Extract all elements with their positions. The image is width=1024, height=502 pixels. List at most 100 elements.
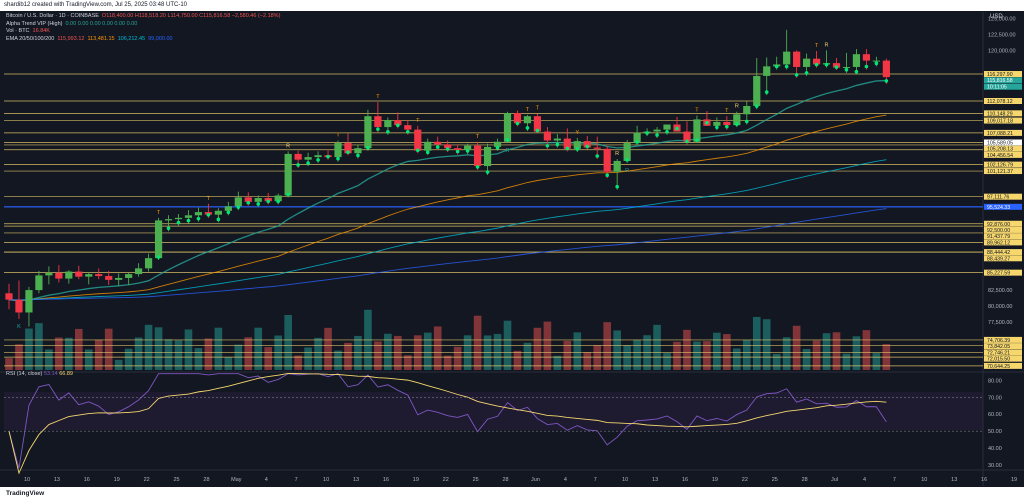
level-label-bg	[984, 110, 1022, 117]
volume-bar	[174, 340, 183, 370]
volume-bar	[394, 335, 402, 370]
candle-body	[563, 138, 571, 149]
date-tick-label: 4	[265, 477, 268, 483]
candle-body	[852, 54, 861, 67]
candle-body	[872, 60, 880, 62]
date-tick-label: 16	[981, 477, 987, 483]
level-label: 88,439.27	[987, 256, 1010, 262]
ema-label[interactable]: EMA 20/50/100/200	[6, 35, 55, 42]
signal-dot	[784, 64, 789, 69]
signal-dot	[206, 213, 211, 217]
signal-dot	[565, 146, 570, 151]
signal-dot	[425, 150, 430, 154]
signal-dot	[555, 142, 560, 147]
volume-bar	[792, 325, 801, 370]
volume-bar	[473, 315, 482, 370]
support-resistance-lines	[4, 73, 983, 367]
currency-label[interactable]: USD	[990, 14, 1003, 20]
candle-body	[364, 116, 372, 149]
signal-dot	[505, 138, 510, 142]
candle-body	[733, 114, 741, 126]
marker-R: R	[506, 148, 510, 154]
marker-T: T	[526, 107, 530, 113]
candle-body	[75, 271, 83, 277]
candle-body	[503, 113, 512, 142]
candle-body	[533, 116, 542, 132]
candle-body	[862, 54, 871, 61]
rsi-label[interactable]: RSI (14, close)	[6, 371, 43, 377]
ema-20-value: 115,993.12	[57, 35, 85, 42]
ema-50-line	[8, 114, 887, 301]
marker-R: R	[625, 168, 629, 174]
chart-header-caption: shardib12 created with TradingView.com, …	[0, 0, 1024, 11]
date-tick-label: Jul	[831, 477, 838, 483]
volume-bar	[683, 329, 691, 370]
volume-bar	[623, 345, 631, 370]
volume-bar	[453, 346, 462, 370]
signal-dot	[525, 126, 530, 130]
candle-body	[105, 276, 113, 280]
volume-bar	[134, 337, 143, 370]
candle-body	[274, 195, 282, 202]
level-label-bg	[984, 168, 1022, 175]
volume-bar	[703, 341, 711, 370]
time-axis: 10 13 16 19 22 25 28 May 4 7 10 13 16 19 22 25 28 Jun 4 7 10…	[24, 477, 1017, 483]
marker-T: T	[695, 108, 699, 114]
candle-body	[693, 119, 701, 142]
candle-body	[115, 277, 123, 280]
level-label: 89,962.12	[987, 240, 1010, 246]
candle-body	[553, 138, 561, 141]
volume-label[interactable]: Vol · BTC	[6, 28, 30, 35]
symbol-title[interactable]: Bitcoin / U.S. Dollar · 1D · COINBASE	[6, 13, 99, 19]
volume-bar	[84, 349, 93, 370]
date-tick-label: 28	[802, 477, 808, 483]
volume-bar	[214, 327, 223, 370]
rsi-tick-label: 60.00	[988, 412, 1002, 418]
signal-dot	[804, 71, 809, 75]
volume-bar	[543, 321, 552, 370]
candle-body	[444, 144, 452, 149]
marker-T: T	[815, 43, 819, 49]
candle-body	[184, 215, 193, 218]
price-tick-label: 120,000.00	[988, 48, 1016, 54]
candle-body	[125, 274, 133, 278]
tradingview-logo: TradingView	[6, 490, 45, 497]
date-tick-label: 13	[652, 477, 658, 483]
candle-body	[623, 143, 631, 161]
volume-bar	[25, 328, 33, 370]
candle-body	[254, 198, 262, 202]
date-tick-label: 4	[863, 477, 866, 483]
price-tick-label: 80,000.00	[988, 304, 1012, 310]
signal-dot	[415, 148, 420, 153]
candle-body	[593, 147, 601, 149]
signal-dot	[645, 131, 649, 135]
volume-bar	[124, 348, 133, 370]
candle-body	[493, 141, 502, 147]
level-label-bg	[984, 249, 1022, 256]
ema-100-line	[8, 159, 887, 301]
level-label-bg	[984, 343, 1022, 350]
volume-bar	[812, 340, 821, 370]
signal-dot	[176, 220, 181, 225]
level-label: 72,015.50	[987, 357, 1010, 363]
volume-bar	[673, 341, 681, 370]
level-label-bg	[984, 77, 1022, 84]
volume-bar	[304, 347, 312, 370]
volume-value: 16.84K	[32, 28, 50, 35]
date-tick-label: 13	[353, 477, 359, 483]
candle-body	[95, 274, 103, 277]
signal-dot	[545, 144, 550, 148]
candle-body	[25, 290, 33, 313]
volume-bar	[144, 324, 153, 370]
candle-body	[85, 274, 93, 277]
signal-dot	[166, 226, 171, 231]
signal-dot	[286, 192, 290, 197]
alpha-trend-label[interactable]: Alpha Trend VIP (High)	[6, 20, 63, 27]
volume-bar	[872, 353, 881, 370]
level-label: 115,816.58	[987, 78, 1013, 84]
marker-T: T	[207, 196, 211, 202]
candle-body	[603, 148, 611, 172]
ema-200-value: 99,000.00	[148, 35, 173, 42]
